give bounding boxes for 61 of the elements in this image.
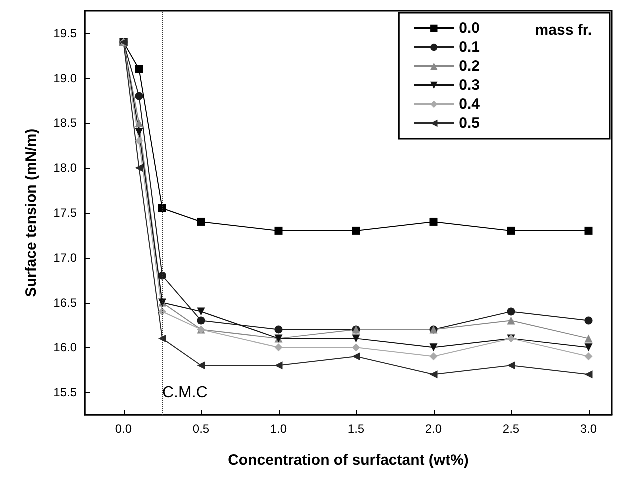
x-tick-label: 1.5	[348, 422, 365, 436]
point	[584, 316, 593, 325]
ref-line-label: C.M.C	[162, 384, 208, 402]
point	[135, 164, 144, 172]
point	[430, 370, 438, 379]
x-tick-label: 2.5	[502, 422, 520, 436]
x-tick-label: 2.0	[425, 422, 442, 436]
y-tick-label: 19.0	[54, 71, 78, 86]
y-tick-label: 19.5	[54, 26, 78, 40]
point	[584, 370, 593, 379]
y-tick-label: 17.0	[54, 250, 78, 265]
point	[158, 334, 166, 343]
x-tick-label: 1.0	[270, 422, 288, 436]
point	[135, 65, 144, 74]
legend-label: 0.2	[459, 58, 480, 75]
point	[352, 334, 360, 343]
point	[274, 226, 283, 235]
point	[507, 308, 516, 316]
legend-label: 0.1	[459, 39, 480, 56]
point	[197, 362, 206, 370]
point	[135, 137, 144, 146]
y-tick-label: 18.0	[54, 161, 78, 176]
point	[197, 218, 206, 226]
legend-label: 0.0	[459, 20, 480, 37]
legend-title: mass fr.	[535, 22, 592, 39]
point	[507, 362, 516, 370]
point	[274, 362, 283, 370]
point	[135, 92, 144, 100]
point	[158, 272, 166, 280]
point	[352, 344, 360, 352]
point	[584, 334, 593, 343]
x-tick-label: 3.0	[580, 422, 598, 436]
point	[197, 308, 206, 316]
point	[507, 316, 516, 325]
point	[507, 226, 516, 235]
x-tick-label: 0.5	[192, 422, 210, 436]
point	[584, 352, 593, 361]
point	[135, 119, 144, 128]
point	[430, 344, 438, 352]
point	[352, 352, 360, 361]
y-tick-label: 16.0	[54, 340, 78, 355]
point	[584, 344, 593, 352]
point	[430, 218, 438, 226]
y-tick-label: 18.5	[54, 116, 78, 130]
point	[584, 226, 593, 235]
x-tick-label: 0.0	[115, 422, 132, 436]
point	[158, 204, 166, 213]
y-tick-label: 17.5	[54, 206, 78, 220]
y-tick-label: 15.5	[54, 386, 78, 400]
y-axis-title: Surface tension (mN/m)	[23, 128, 40, 298]
x-axis-title: Concentration of surfactant (wt%)	[228, 452, 469, 469]
legend-label: 0.4	[459, 96, 481, 113]
point	[430, 352, 438, 361]
point	[274, 344, 283, 352]
point	[135, 128, 144, 136]
legend-label: 0.3	[459, 77, 480, 94]
point	[274, 326, 283, 334]
y-tick-label: 16.5	[54, 296, 78, 310]
point	[197, 316, 206, 325]
point	[352, 226, 360, 235]
legend-label: 0.5	[459, 115, 480, 132]
